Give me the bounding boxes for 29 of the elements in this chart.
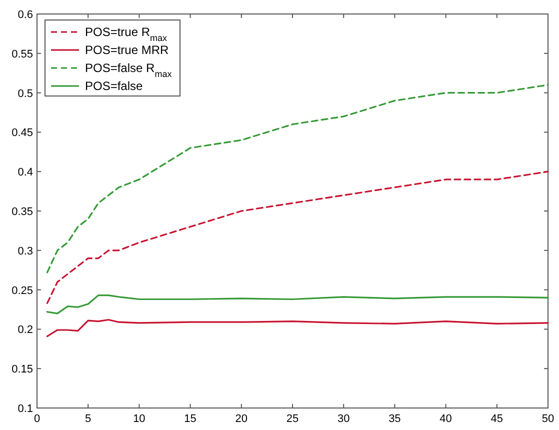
y-tick-label: 0.4 — [18, 166, 33, 179]
y-tick-label: 0.1 — [18, 403, 33, 415]
line-series — [46, 318, 549, 338]
y-tick-label: 0.3 — [18, 245, 33, 258]
y-tick-label: 0.5 — [18, 88, 33, 100]
legend-label: POS=true R$_{max}$ — [85, 25, 168, 43]
legend-label: POS=true MRR — [85, 43, 170, 57]
y-tick-label: 0.55 — [12, 48, 33, 60]
legend-label: POS=false R$_{max}$ — [85, 61, 172, 79]
x-tick-label: 15 — [184, 413, 196, 425]
x-tick-label: 30 — [337, 413, 350, 425]
y-tick-label: 0.2 — [18, 324, 33, 336]
y-tick-label: 0.15 — [12, 364, 33, 376]
line-series — [46, 170, 549, 304]
x-tick-label: 40 — [440, 413, 452, 425]
x-tick-label: 50 — [542, 413, 554, 425]
line-series — [46, 294, 549, 314]
y-tick-label: 0.45 — [12, 127, 33, 140]
x-tick-label: 45 — [490, 413, 504, 425]
x-tick-label: 10 — [133, 413, 146, 425]
legend-label: POS=false — [85, 79, 144, 93]
x-tick-label: 5 — [85, 413, 92, 425]
y-tick-label: 0.25 — [12, 284, 33, 297]
x-tick-label: 0 — [34, 413, 40, 425]
x-tick-label: 25 — [286, 413, 299, 425]
x-tick-label: 20 — [235, 413, 248, 425]
y-tick-label: 0.6 — [18, 9, 33, 21]
y-tick-label: 0.35 — [12, 206, 33, 218]
x-tick-label: 35 — [388, 413, 401, 425]
